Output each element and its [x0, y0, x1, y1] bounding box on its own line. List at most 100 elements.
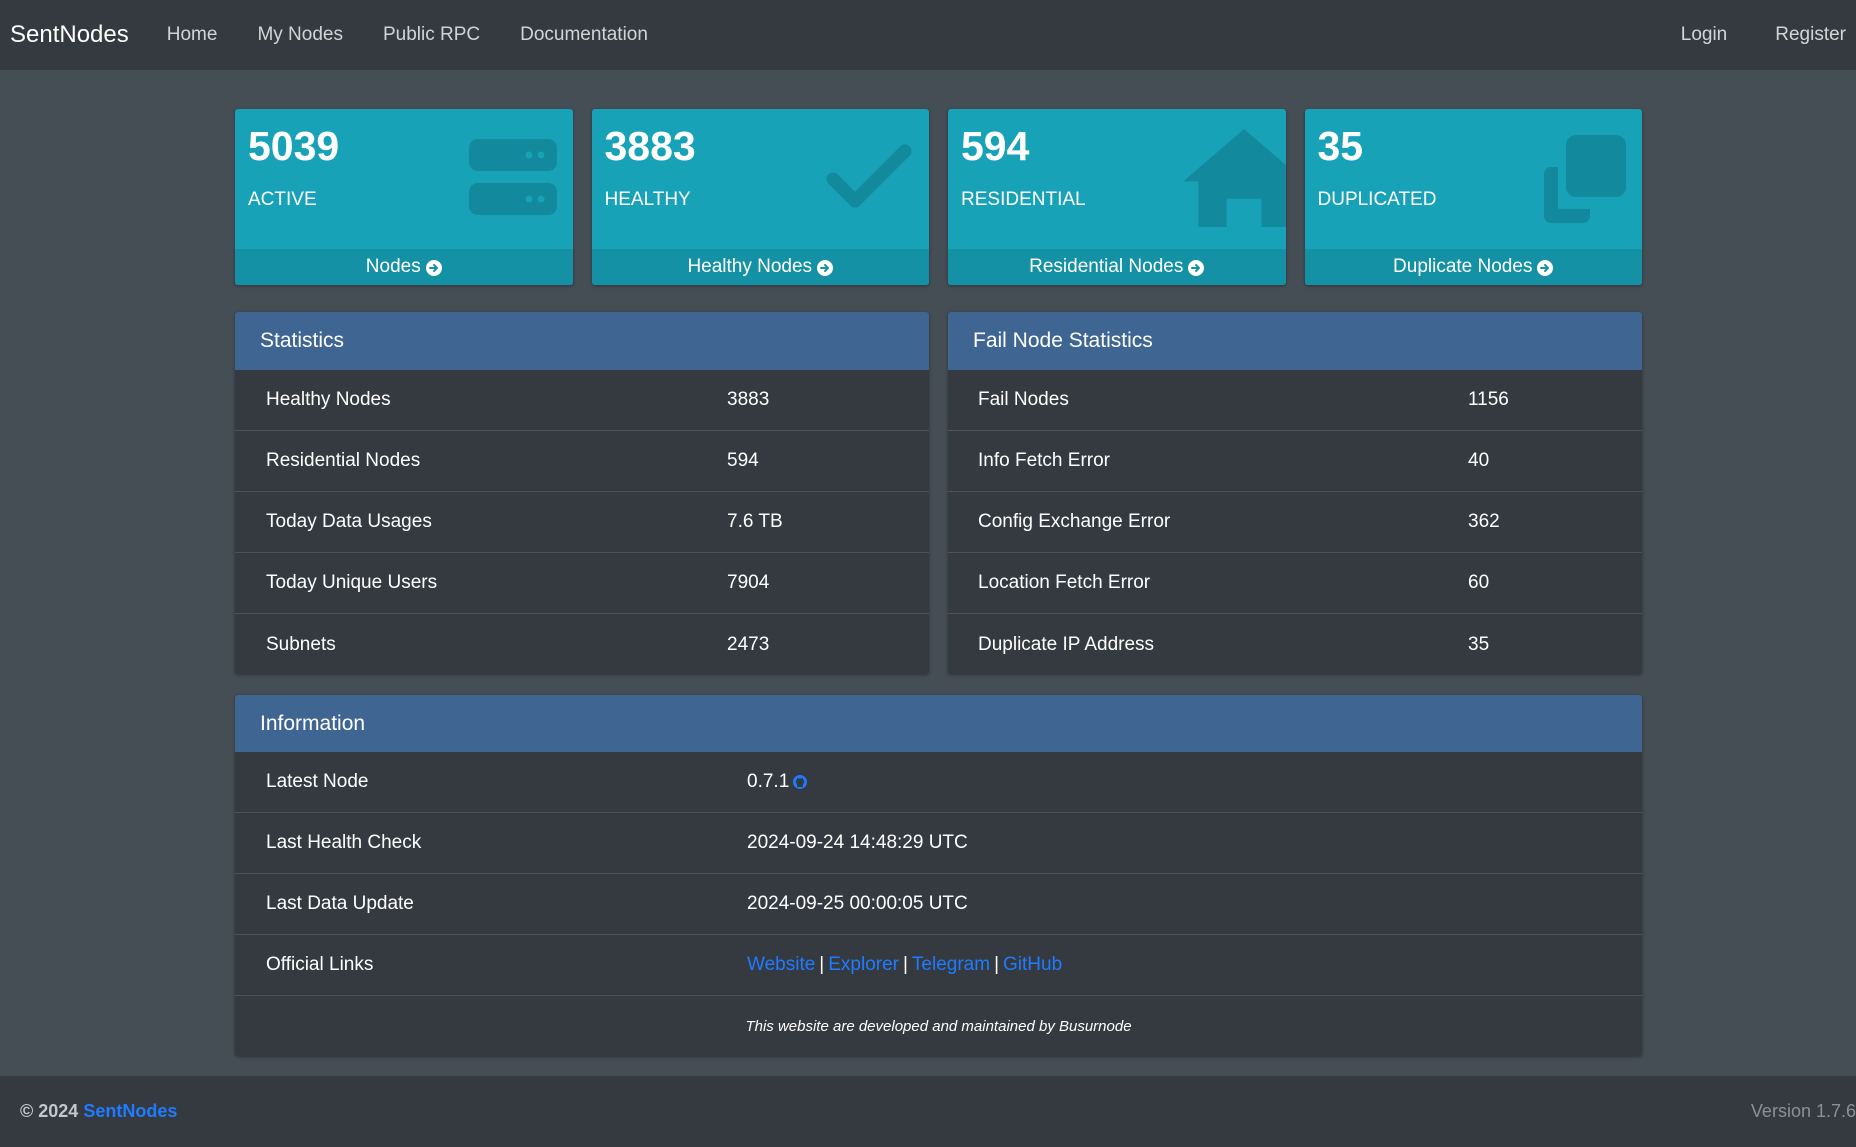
link-explorer[interactable]: Explorer	[828, 954, 899, 975]
row-label: Config Exchange Error	[978, 511, 1171, 532]
latest-node-version: 0.7.1	[747, 771, 790, 792]
arrow-circle-right-icon	[1537, 260, 1554, 276]
row-value: 2024-09-24 14:48:29 UTC	[747, 832, 968, 853]
row-value: 2024-09-25 00:00:05 UTC	[747, 893, 968, 914]
row-label: Location Fetch Error	[978, 572, 1151, 593]
table-row: Today Data Usages 7.6 TB	[235, 492, 929, 553]
nav-documentation[interactable]: Documentation	[520, 24, 648, 45]
copyright: © 2024 SentNodes	[20, 1101, 177, 1122]
row-value: 7904	[727, 572, 770, 593]
row-label: Official Links	[266, 954, 374, 975]
information-panel: Information Latest Node 0.7.1 Last Healt…	[235, 695, 1642, 1056]
table-row: Official Links Website | Explorer | Telegram…	[235, 935, 1642, 996]
card-footer-label: Duplicate Nodes	[1393, 256, 1533, 277]
nav-my-nodes[interactable]: My Nodes	[257, 24, 343, 45]
card-label: DUPLICATED	[1317, 189, 1437, 210]
stat-cards: 5039 ACTIVE Nodes 3883 HEALTHY Healthy N…	[235, 109, 1642, 285]
table-row: Latest Node 0.7.1	[235, 752, 1642, 813]
card-footer-link[interactable]: Duplicate Nodes	[1304, 249, 1642, 285]
nav-login[interactable]: Login	[1680, 24, 1728, 45]
card-footer-label: Healthy Nodes	[687, 256, 813, 277]
card-value: 5039	[248, 123, 340, 169]
page-footer: © 2024 SentNodes Version 1.7.6	[0, 1076, 1856, 1147]
server-icon	[468, 139, 557, 215]
row-value: 60	[1468, 572, 1490, 593]
row-value: 3883	[727, 389, 770, 410]
clone-icon	[1544, 135, 1626, 223]
row-value: 35	[1468, 633, 1490, 655]
row-value: 40	[1468, 450, 1490, 471]
row-label: Last Data Update	[266, 893, 414, 914]
card-active: 5039 ACTIVE Nodes	[235, 109, 573, 285]
card-label: ACTIVE	[248, 189, 317, 210]
table-row: Healthy Nodes 3883	[235, 370, 929, 431]
link-separator: |	[994, 954, 1000, 975]
version-label: Version 1.7.6	[1750, 1101, 1856, 1121]
table-row: Info Fetch Error 40	[948, 431, 1642, 492]
card-footer-label: Nodes	[365, 256, 421, 277]
card-label: RESIDENTIAL	[961, 189, 1086, 210]
arrow-circle-right-icon	[817, 260, 834, 276]
statistics-panel: Statistics Healthy Nodes 3883 Residentia…	[235, 312, 929, 674]
row-value: 594	[727, 450, 759, 471]
link-telegram[interactable]: Telegram	[911, 954, 991, 975]
nav-right: Login Register	[1633, 24, 1856, 46]
table-row: Last Health Check 2024-09-24 14:48:29 UT…	[235, 813, 1642, 874]
link-separator: |	[902, 954, 908, 975]
nav-register[interactable]: Register	[1775, 24, 1846, 45]
footer-brand-link[interactable]: SentNodes	[83, 1101, 178, 1121]
table-row: Duplicate IP Address 35	[948, 614, 1642, 674]
card-value: 594	[961, 123, 1030, 169]
top-navbar: SentNodes Home My Nodes Public RPC Docum…	[0, 0, 1856, 70]
row-value: 1156	[1468, 389, 1509, 410]
row-label: Fail Nodes	[978, 389, 1069, 410]
panel-title: Information	[235, 695, 1642, 752]
arrow-circle-right-icon	[1188, 260, 1205, 276]
panel-title: Fail Node Statistics	[948, 312, 1642, 370]
row-label: Subnets	[266, 633, 336, 655]
developer-note: This website are developed and maintaine…	[745, 1018, 1132, 1035]
table-row: Today Unique Users 7904	[235, 553, 929, 614]
table-row: Fail Nodes 1156	[948, 370, 1642, 431]
check-icon	[826, 144, 912, 208]
row-label: Duplicate IP Address	[978, 633, 1155, 655]
panel-title: Statistics	[235, 312, 929, 370]
row-label: Latest Node	[266, 771, 369, 792]
row-label: Last Health Check	[266, 832, 422, 853]
fail-statistics-panel: Fail Node Statistics Fail Nodes 1156 Inf…	[948, 312, 1642, 674]
house-icon	[1182, 129, 1286, 227]
brand-logo[interactable]: SentNodes	[10, 21, 129, 48]
card-value: 35	[1317, 123, 1364, 169]
card-label: HEALTHY	[604, 189, 691, 210]
row-value: 362	[1468, 511, 1500, 532]
card-healthy: 3883 HEALTHY Healthy Nodes	[591, 109, 929, 285]
card-value: 3883	[604, 123, 696, 169]
card-footer-link[interactable]: Residential Nodes	[948, 249, 1286, 285]
copyright-text: © 2024	[20, 1101, 79, 1121]
nav-public-rpc[interactable]: Public RPC	[382, 24, 481, 45]
card-residential: 594 RESIDENTIAL Residential Nodes	[948, 109, 1286, 285]
official-links: Website | Explorer | Telegram | GitHub	[747, 954, 1062, 976]
row-value: 0.7.1	[747, 771, 808, 793]
table-row: Subnets 2473	[235, 614, 929, 674]
card-duplicated: 35 DUPLICATED Duplicate Nodes	[1304, 109, 1642, 285]
card-footer-label: Residential Nodes	[1029, 256, 1184, 277]
row-label: Residential Nodes	[266, 450, 421, 471]
table-row: Location Fetch Error 60	[948, 553, 1642, 614]
card-footer-link[interactable]: Healthy Nodes	[591, 249, 929, 285]
row-label: Today Data Usages	[266, 511, 432, 532]
card-footer-link[interactable]: Nodes	[235, 249, 573, 285]
nav-home[interactable]: Home	[166, 24, 218, 45]
row-label: Today Unique Users	[266, 572, 438, 593]
link-separator: |	[819, 954, 825, 975]
row-label: Healthy Nodes	[266, 389, 391, 410]
row-value: 2473	[727, 633, 770, 655]
row-label: Info Fetch Error	[978, 450, 1110, 471]
arrow-circle-right-icon	[425, 260, 442, 276]
link-github[interactable]: GitHub	[1003, 954, 1063, 975]
table-row: Residential Nodes 594	[235, 431, 929, 492]
github-icon[interactable]	[792, 774, 808, 790]
table-row: Config Exchange Error 362	[948, 492, 1642, 553]
row-value: 7.6 TB	[727, 511, 783, 532]
link-website[interactable]: Website	[747, 954, 816, 975]
